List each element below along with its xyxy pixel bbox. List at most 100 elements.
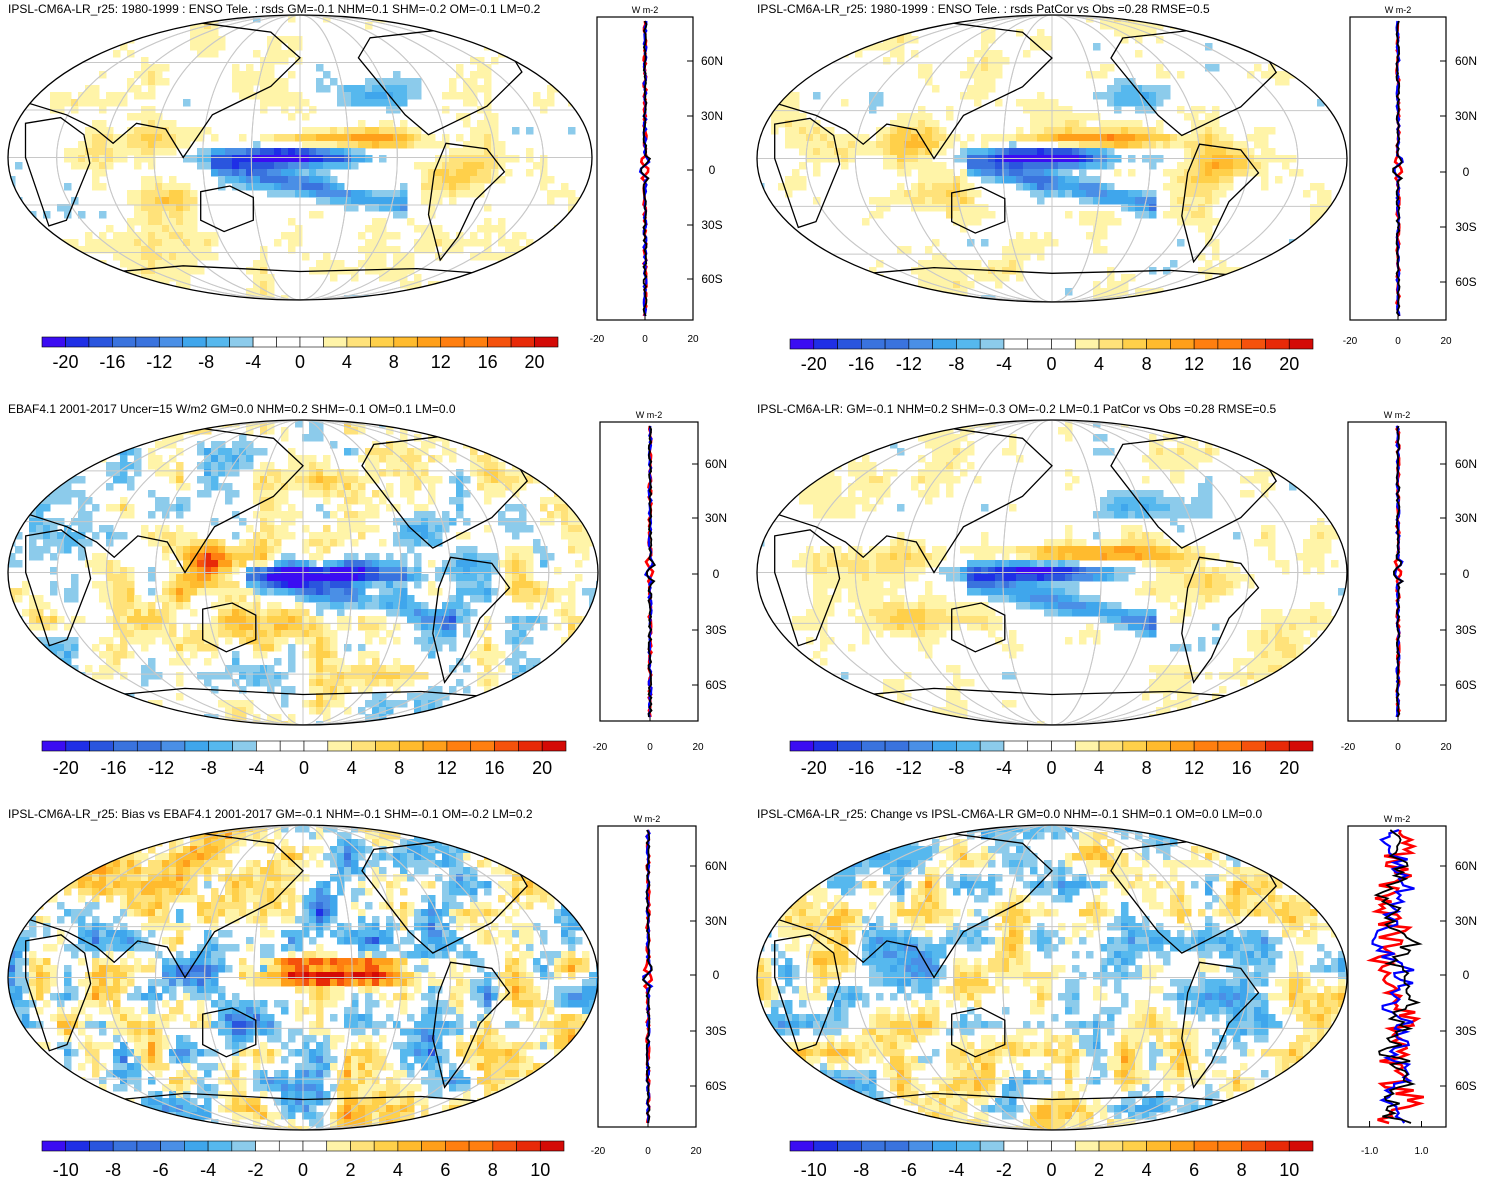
colorbar-box: [1003, 338, 1029, 350]
profile-frame: [599, 421, 699, 722]
colorbar-box: [416, 336, 442, 348]
profile-x-tick: -20: [593, 742, 608, 753]
lat-tick-label: 0: [1463, 567, 1470, 581]
colorbar-box: [1098, 740, 1124, 752]
colorbar-box: [861, 740, 886, 752]
graticule: [8, 825, 598, 1130]
profile-x-tick: 20: [1440, 336, 1452, 347]
colorbar-box: [1122, 338, 1147, 350]
colorbar-label: -4: [245, 352, 261, 372]
colorbar-label: 8: [389, 352, 399, 372]
colorbar-label: 0: [295, 352, 305, 372]
colorbar-box: [1217, 740, 1242, 752]
colorbar-box: [837, 1140, 862, 1152]
colorbar-box: [160, 1140, 185, 1152]
colorbar-box: [207, 1140, 233, 1152]
colorbar-box: [41, 740, 67, 752]
profile-x-tick: 0: [645, 1146, 651, 1157]
colorbar-box: [534, 336, 559, 348]
lat-tick-label: 60S: [1455, 678, 1476, 692]
colorbar-box: [112, 1140, 138, 1152]
profile-unit: W m-2: [1385, 5, 1412, 15]
colorbar-label: -8: [201, 758, 217, 778]
colorbar-box: [1170, 740, 1195, 752]
profile-unit: W m-2: [634, 814, 661, 824]
colorbar-box: [421, 1140, 446, 1152]
profile-frame: [1347, 825, 1447, 1128]
colorbar-label: -8: [948, 758, 964, 778]
profile-x-tick: 0: [1395, 336, 1401, 347]
colorbar-label: -20: [801, 758, 827, 778]
colorbar-label: 10: [530, 1160, 550, 1177]
colorbar-box: [41, 336, 66, 348]
profile-line-reference: [641, 829, 653, 1124]
panel-obs: EBAF4.1 2001-2017 Uncer=15 W/m2 GM=0.0 N…: [7, 402, 727, 778]
zonal-profile: W m-2 60N 30N 0 30S 60S -20 0 20: [1341, 410, 1477, 753]
colorbar-box: [445, 1140, 470, 1152]
lat-tick-label: 0: [713, 567, 720, 581]
colorbar-box: [1074, 740, 1100, 752]
colorbar-box: [422, 740, 448, 752]
colorbar-box: [41, 1140, 67, 1152]
colorbar-box: [205, 336, 230, 348]
colorbar-box: [208, 740, 233, 752]
colorbar-box: [1193, 740, 1219, 752]
colorbar-label: -12: [146, 352, 172, 372]
colorbar-box: [231, 1140, 256, 1152]
profile-frame: [1347, 421, 1447, 722]
colorbar-box: [932, 338, 957, 350]
panel-title: EBAF4.1 2001-2017 Uncer=15 W/m2 GM=0.0 N…: [8, 402, 456, 416]
colorbar-box: [1288, 740, 1314, 752]
lat-tick-label: 30N: [1455, 511, 1477, 525]
colorbar-box: [813, 1140, 838, 1152]
colorbar-label: -20: [53, 758, 79, 778]
lat-tick-label: 0: [713, 968, 720, 982]
colorbar: -20 -16 -12 -8 -4 0 4 8 12 16 20: [789, 338, 1314, 374]
colorbar-box: [1051, 1140, 1076, 1152]
colorbar-box: [1051, 338, 1076, 350]
lat-tick-label: 30N: [1455, 914, 1477, 928]
profile-line-reference: [640, 20, 652, 317]
colorbar-label: -6: [153, 1160, 169, 1177]
colorbar-box: [1217, 1140, 1242, 1152]
colorbar-box: [299, 336, 324, 348]
profile-line-reference: [1373, 829, 1423, 1124]
colorbar-box: [1051, 740, 1076, 752]
colorbar-label: -16: [848, 758, 874, 778]
map-border: [7, 14, 593, 301]
colorbar-label: -6: [901, 1160, 917, 1177]
lat-tick-label: 60S: [705, 1079, 726, 1093]
colorbar-label: 20: [1279, 354, 1299, 374]
colorbar-box: [1288, 338, 1314, 350]
colorbar-box: [539, 1140, 565, 1152]
colorbar-box: [813, 740, 838, 752]
lat-tick-label: 60N: [1455, 859, 1477, 873]
colorbar-label: 16: [1232, 758, 1252, 778]
profile-unit: W m-2: [636, 410, 663, 420]
profile-x-tick: 20: [687, 334, 699, 345]
colorbar-box: [89, 1140, 114, 1152]
colorbar-box: [1217, 338, 1242, 350]
profile-line-reference: [1392, 20, 1404, 317]
colorbar-label: 16: [485, 758, 505, 778]
colorbar-box: [1122, 740, 1147, 752]
lat-tick-label: 60N: [705, 457, 727, 471]
colorbar-box: [398, 740, 424, 752]
colorbar-box: [440, 336, 465, 348]
colorbar-box: [393, 336, 418, 348]
colorbar-label: 4: [347, 758, 357, 778]
panel-title: IPSL-CM6A-LR_r25: 1980-1999 : ENSO Tele.…: [757, 2, 1210, 16]
colorbar-label: 0: [1046, 354, 1056, 374]
colorbar-label: 4: [1094, 354, 1104, 374]
lat-tick-label: 30N: [705, 511, 727, 525]
lat-tick-label: 30S: [1455, 623, 1476, 637]
colorbar-label: 6: [1189, 1160, 1199, 1177]
colorbar-label: 12: [431, 352, 451, 372]
graticule: [757, 420, 1347, 725]
colorbar-label: -10: [53, 1160, 79, 1177]
panel-change: IPSL-CM6A-LR_r25: Change vs IPSL-CM6A-LR…: [756, 807, 1477, 1177]
colorbar-label: 8: [1142, 354, 1152, 374]
lat-tick-label: 60S: [701, 272, 722, 286]
colorbar-box: [1003, 740, 1029, 752]
